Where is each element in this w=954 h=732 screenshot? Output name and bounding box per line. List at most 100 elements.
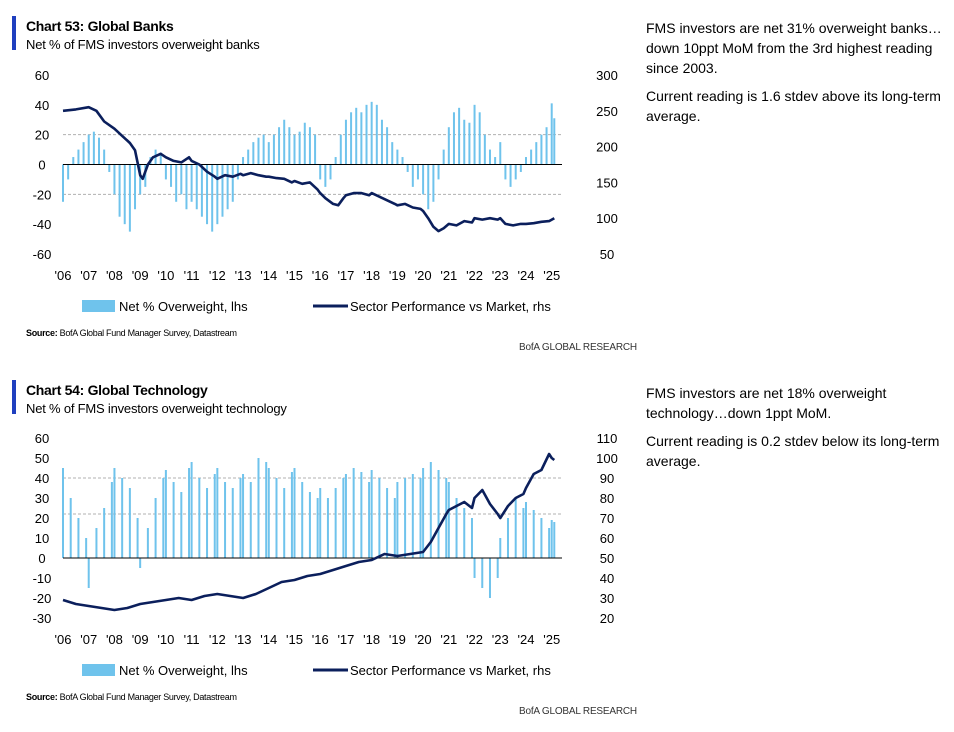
lhs-tick-label: -40 [33, 217, 52, 232]
x-tick-label: '18 [363, 268, 380, 283]
overweight-bar [195, 164, 198, 210]
x-tick-label: '16 [312, 268, 329, 283]
overweight-bar [85, 538, 88, 558]
overweight-bar [82, 142, 85, 165]
overweight-bar [231, 164, 234, 202]
overweight-bar [188, 468, 191, 558]
overweight-bar [401, 157, 404, 165]
x-tick-label: '11 [184, 268, 200, 283]
overweight-bar [316, 498, 319, 558]
overweight-bar [535, 142, 538, 165]
overweight-bar [404, 478, 407, 558]
lhs-tick-label: 20 [35, 128, 49, 143]
overweight-bar [344, 474, 347, 558]
performance-line [62, 105, 555, 233]
overweight-bar [550, 103, 553, 165]
overweight-bar [455, 498, 458, 558]
rhs-tick-label: 60 [600, 531, 614, 546]
overweight-bar [375, 104, 378, 165]
overweight-bar [113, 468, 116, 558]
x-tick-label: '14 [260, 632, 277, 647]
overweight-bar [509, 164, 512, 187]
overweight-bar [532, 510, 535, 558]
overweight-bar [463, 119, 466, 165]
overweight-bar [308, 492, 311, 558]
overweight-bar [524, 502, 527, 558]
overweight-bar [370, 101, 373, 165]
overweight-bar [95, 528, 98, 558]
overweight-bar [293, 134, 296, 165]
x-tick-label: '09 [132, 268, 149, 283]
overweight-bar [278, 127, 281, 165]
overweight-bar [293, 468, 296, 558]
x-tick-label: '19 [389, 632, 406, 647]
lhs-tick-label: -10 [33, 571, 52, 586]
overweight-bar [128, 488, 131, 558]
overweight-bar [452, 112, 455, 165]
x-tick-label: '23 [492, 268, 509, 283]
commentary-line: FMS investors are net 31% overweight ban… [646, 20, 942, 76]
overweight-bar [198, 478, 201, 558]
rhs-tick-label: 40 [600, 571, 614, 586]
lhs-tick-label: 0 [38, 551, 45, 566]
chart-title: Chart 53: Global Banks [26, 18, 174, 34]
overweight-bar [190, 164, 193, 202]
legend-label: Net % Overweight, lhs [119, 663, 248, 678]
overweight-bar [553, 118, 556, 165]
overweight-bar [283, 488, 286, 558]
x-tick-label: '21 [440, 632, 457, 647]
x-tick-label: '18 [363, 632, 380, 647]
rhs-tick-label: 80 [600, 491, 614, 506]
commentary-line: Current reading is 1.6 stdev above its l… [646, 88, 941, 124]
overweight-bar [427, 164, 430, 210]
overweight-bar [468, 122, 471, 165]
overweight-bar [216, 164, 219, 225]
overweight-bar [139, 164, 142, 195]
rhs-tick-label: 90 [600, 471, 614, 486]
x-tick-label: '08 [106, 268, 123, 283]
overweight-bar [144, 164, 147, 187]
overweight-bar [257, 137, 260, 165]
overweight-bar [136, 518, 139, 558]
overweight-bar [113, 164, 116, 195]
x-tick-label: '10 [157, 632, 174, 647]
rhs-tick-label: 100 [596, 211, 618, 226]
rhs-tick-label: 100 [596, 451, 618, 466]
rhs-tick-label: 30 [600, 591, 614, 606]
overweight-bar [494, 157, 497, 165]
overweight-bar [319, 488, 322, 558]
overweight-bar [483, 134, 486, 165]
overweight-bar [92, 131, 95, 165]
overweight-bar [473, 104, 476, 165]
x-tick-label: '14 [260, 268, 277, 283]
brand-label: BofA GLOBAL RESEARCH [519, 706, 637, 717]
rhs-tick-label: 20 [600, 611, 614, 626]
x-tick-label: '25 [543, 632, 560, 647]
overweight-bar [437, 164, 440, 180]
x-tick-label: '07 [80, 632, 97, 647]
overweight-bar [242, 474, 245, 558]
lhs-tick-label: -60 [33, 247, 52, 262]
overweight-bar [262, 134, 265, 165]
source-text: BofA Global Fund Manager Survey, Datastr… [59, 328, 237, 338]
overweight-bar [211, 164, 214, 232]
overweight-bar [496, 558, 499, 578]
commentary: FMS investors are net 31% overweight ban… [646, 18, 946, 134]
overweight-bar [87, 134, 90, 165]
lhs-tick-label: 10 [35, 531, 49, 546]
chart-source: Source: BofA Global Fund Manager Survey,… [26, 328, 237, 338]
brand-label: BofA GLOBAL RESEARCH [519, 342, 637, 353]
overweight-bar [429, 462, 432, 558]
rhs-tick-label: 200 [596, 140, 618, 155]
overweight-bar [442, 149, 445, 165]
overweight-bar [319, 164, 322, 180]
overweight-bar [72, 157, 75, 165]
legend-label: Sector Performance vs Market, rhs [350, 299, 551, 314]
overweight-bar [249, 482, 252, 558]
rhs-tick-label: 110 [597, 431, 618, 446]
overweight-bar [326, 498, 329, 558]
chart-source: Source: BofA Global Fund Manager Survey,… [26, 692, 237, 702]
overweight-bar [62, 468, 64, 558]
overweight-bar [463, 508, 466, 558]
